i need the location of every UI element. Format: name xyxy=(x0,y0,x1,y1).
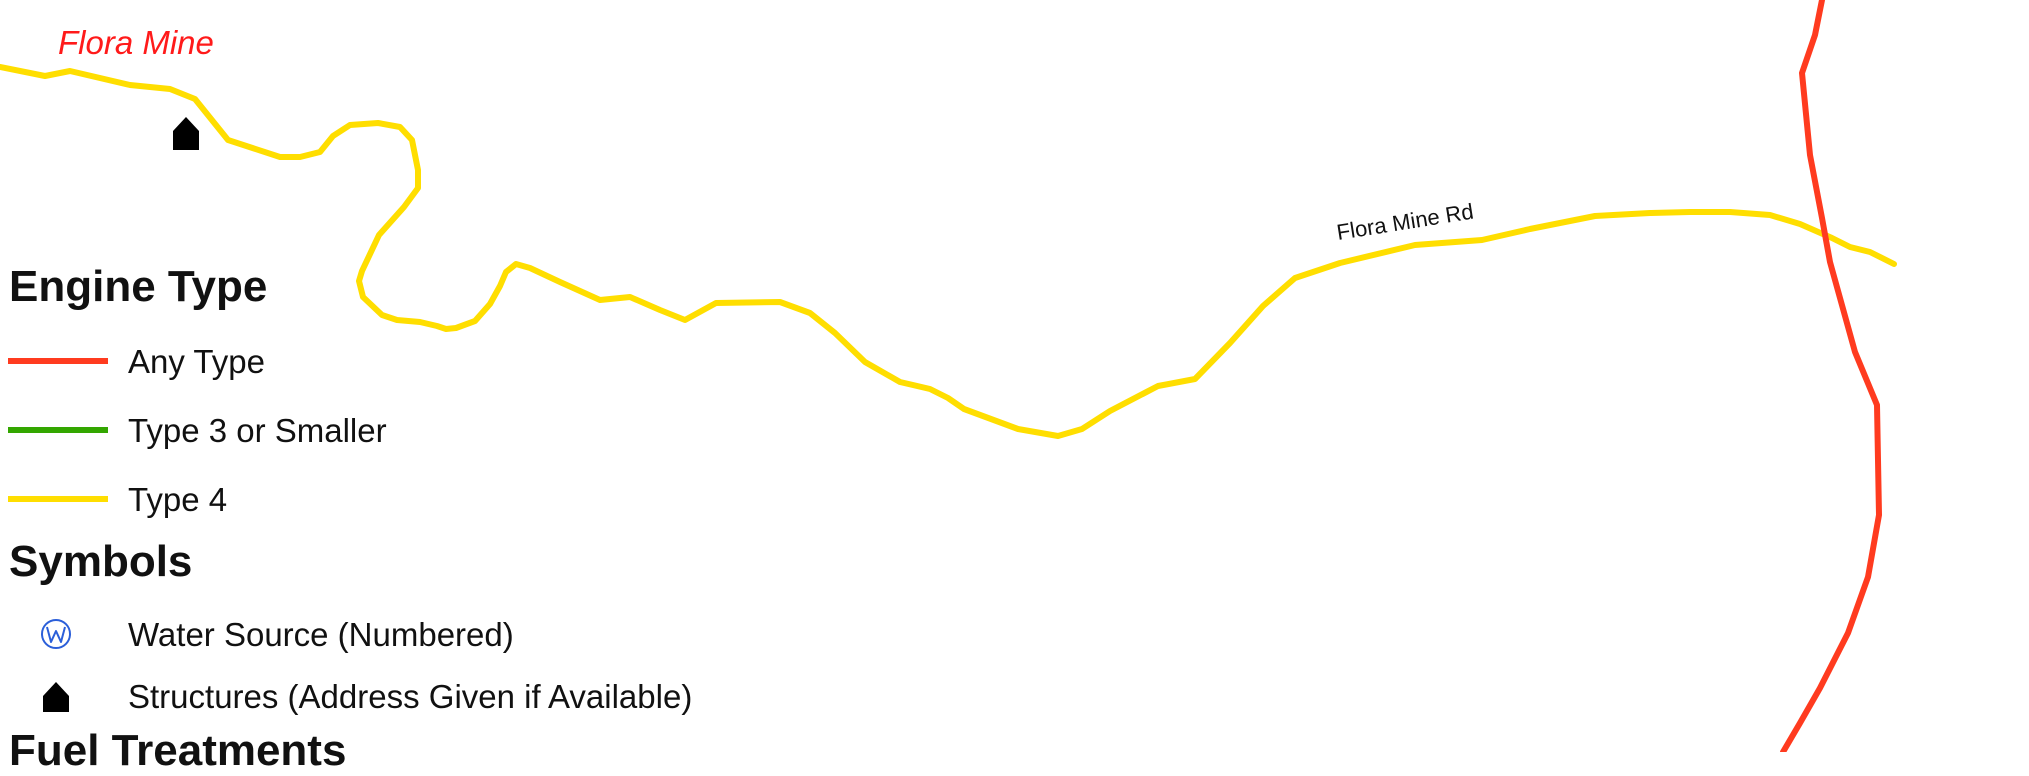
road-label: Flora Mine Rd xyxy=(1335,199,1475,245)
map-canvas: Flora Mine Rd xyxy=(0,0,1897,752)
house-icon xyxy=(173,117,199,150)
type4-road-line xyxy=(0,64,1897,439)
place-label-flora-mine: Flora Mine xyxy=(58,24,214,61)
any-type-road-line xyxy=(1780,0,1882,752)
